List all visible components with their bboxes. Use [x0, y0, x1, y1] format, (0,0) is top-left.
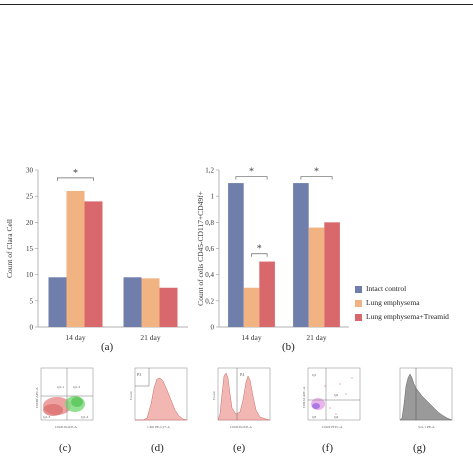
panel-label-a: (a)	[101, 341, 114, 353]
panel-label-b: (b)	[282, 341, 295, 353]
y-tick-label: 20	[26, 219, 34, 227]
legend-swatch-intact	[355, 285, 362, 293]
flow-panel-g: Sca-1 PE-A	[399, 367, 453, 429]
legend-label-emphysema: Lung emphysema	[366, 298, 420, 308]
x-tick-label: 14 day	[65, 333, 85, 342]
bar-intact-control	[293, 183, 309, 327]
legend-item-emphysema: Lung emphysema	[355, 296, 449, 310]
legend-swatch-treamid	[355, 313, 362, 321]
bar-lung-emphysema	[66, 190, 85, 327]
bar-lung-emphysema-treamid	[84, 201, 103, 327]
y-tick-label: 1,2	[205, 167, 214, 175]
x-tick-label: 14 day	[241, 333, 261, 342]
histogram-d	[135, 377, 188, 421]
significance-bracket	[57, 177, 94, 181]
flow-d-xlabel: c-Kit PE-Cy7-A	[147, 425, 170, 429]
legend: Intact control Lung emphysema Lung emphy…	[355, 282, 449, 324]
y-axis-label: Count of cells CD45-CD117+CD49f+	[196, 191, 205, 306]
legend-label-intact: Intact control	[366, 284, 407, 294]
bar-lung-emphysema	[243, 287, 260, 327]
x-tick-label: 21 day	[140, 333, 160, 342]
flow-f-ylabel: CD133 APC-A	[302, 386, 306, 408]
y-tick-label: 1	[211, 193, 215, 201]
histogram-g	[399, 373, 453, 421]
y-tick-label: 5	[30, 297, 34, 305]
bar-intact-control	[48, 277, 67, 327]
gate-q1: Q1	[312, 373, 317, 377]
legend-item-intact: Intact control	[355, 282, 449, 296]
significance-marker: *	[314, 167, 319, 178]
flow-d-ylabel: Count	[129, 391, 133, 400]
significance-bracket	[235, 176, 268, 180]
top-rule	[0, 4, 473, 5]
panel-label-e: (e)	[233, 442, 246, 454]
legend-item-treamid: Lung emphysema+Treamid	[355, 310, 449, 324]
gate-q4: Q4	[334, 415, 339, 419]
significance-marker: *	[249, 167, 254, 178]
scatter-cloud-red	[43, 397, 71, 416]
legend-swatch-emphysema	[355, 299, 362, 307]
bar-intact-control	[228, 183, 244, 327]
y-tick-label: 0	[211, 324, 215, 332]
gate-q3: Q3	[312, 415, 317, 419]
y-tick-label: 0,8	[205, 219, 214, 227]
histogram-e	[217, 372, 271, 421]
bar-lung-emphysema	[308, 227, 325, 327]
significance-bracket	[251, 253, 268, 257]
panel-label-d: (d)	[151, 442, 164, 454]
y-tick-label: 25	[26, 193, 34, 201]
y-tick-label: 10	[26, 271, 34, 279]
significance-bracket	[300, 176, 333, 180]
scatter-cloud-f	[311, 377, 353, 415]
flow-e-ylabel: Count	[212, 391, 216, 400]
flow-panel-d: P3 c-Kit PE-Cy7-A Count	[129, 367, 188, 429]
y-tick-label: 0,4	[205, 271, 214, 279]
y-axis-label: Count of Clara Cell	[5, 219, 14, 278]
flow-panel-e: P4 CD45 PerCP-A Count	[212, 367, 271, 429]
y-tick-label: 0	[30, 324, 34, 332]
chart-a: 0 5 10 15 20 25 30 Count of Clara Cell 14 day 21 …	[5, 167, 188, 342]
bar-intact-control	[123, 277, 142, 327]
flow-g-xlabel: Sca-1 PE-A	[418, 425, 435, 429]
y-tick-label: 15	[26, 245, 34, 253]
legend-label-treamid: Lung emphysema+Treamid	[366, 312, 449, 322]
flow-e-xlabel: CD45 PerCP-A	[230, 425, 252, 429]
y-tick-label: 30	[26, 167, 34, 175]
significance-marker: *	[257, 244, 262, 255]
y-tick-label: 0,2	[205, 297, 214, 305]
flow-c-xlabel: CD45 PerCP-A	[55, 425, 77, 429]
bar-lung-emphysema	[141, 278, 160, 327]
gate-p4: P4	[240, 372, 244, 377]
panel-label-f: (f)	[322, 442, 333, 454]
flow-c-ylabel: CD49f APC-A	[35, 387, 39, 408]
gate-q1-1: Q1-1	[57, 385, 64, 389]
panel-label-c: (c)	[59, 442, 72, 454]
flow-panel-f: Q1 Q2 Q3 Q4 CD24 FITC-A CD133 APC-A	[302, 367, 361, 429]
x-tick-label: 21 day	[306, 333, 326, 342]
scatter-cloud-green	[65, 396, 85, 412]
gate-q2: Q2	[334, 393, 339, 397]
panel-label-g: (g)	[413, 442, 426, 454]
bar-lung-emphysema-treamid	[324, 222, 340, 327]
gate-p3: P3	[137, 372, 141, 377]
bar-lung-emphysema-treamid	[159, 287, 178, 327]
gate-q1-3: Q1-3	[43, 415, 50, 419]
gate-q1-2: Q1-2	[73, 385, 80, 389]
gate-q1-4: Q1-4	[81, 415, 88, 419]
y-tick-label: 0,6	[205, 245, 214, 253]
significance-marker: *	[73, 168, 78, 179]
chart-b: 0 0,2 0,4 0,6 0,8 1 1,2 Count of cells CD45-CD1…	[196, 167, 349, 342]
bar-lung-emphysema-treamid	[259, 261, 275, 327]
flow-panel-c: Q1-1 Q1-2 Q1-3 Q1-4 CD45 PerCP-A CD49f A…	[35, 367, 94, 429]
flow-f-xlabel: CD24 FITC-A	[322, 425, 343, 429]
